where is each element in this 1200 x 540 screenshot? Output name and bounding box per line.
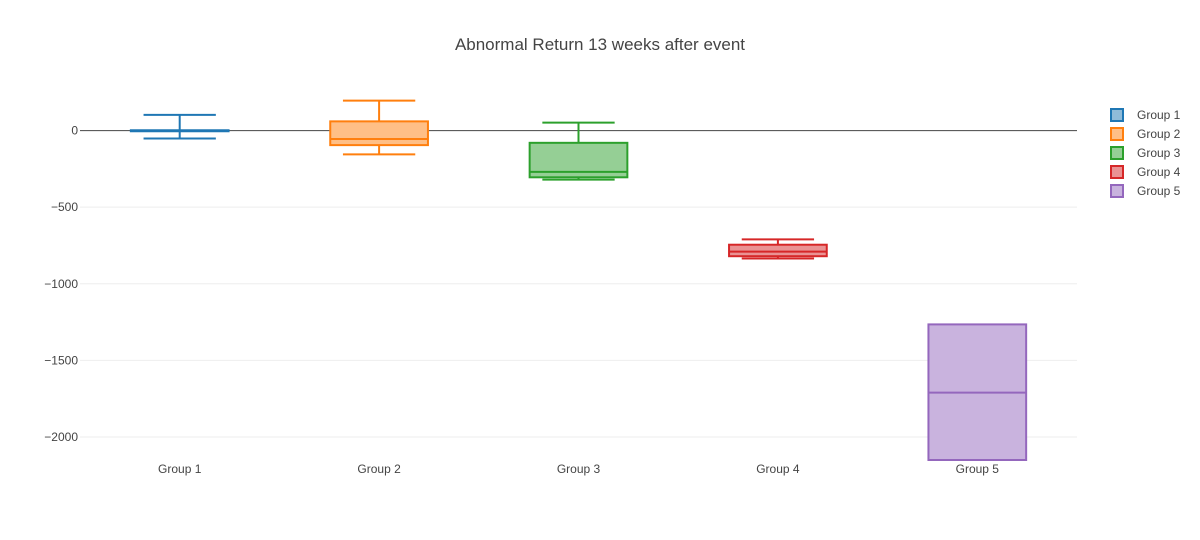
x-tick-label: Group 2 xyxy=(357,462,401,476)
box-iqr xyxy=(329,120,429,147)
legend-swatch xyxy=(1110,127,1124,141)
box-1[interactable] xyxy=(129,113,230,140)
y-tick-label: −1000 xyxy=(44,277,78,291)
legend-item-4[interactable]: Group 4 xyxy=(1110,165,1181,179)
x-tick-label: Group 5 xyxy=(956,462,1000,476)
grid-layer xyxy=(80,206,1077,438)
x-axis-ticks: Group 1 Group 2 Group 3 Group 4 Group 5 xyxy=(158,462,999,476)
legend-label: Group 2 xyxy=(1137,127,1181,141)
y-tick-label: 0 xyxy=(71,124,78,138)
box-3[interactable] xyxy=(528,121,629,181)
x-tick-label: Group 4 xyxy=(756,462,800,476)
y-tick-label: −2000 xyxy=(44,430,78,444)
legend-label: Group 3 xyxy=(1137,146,1181,160)
legend-swatch xyxy=(1110,108,1124,122)
legend[interactable]: Group 1 Group 2 Group 3 Group 4 Group 5 xyxy=(1110,108,1181,198)
y-tick-label: −500 xyxy=(51,200,78,214)
box-2[interactable] xyxy=(329,99,429,156)
y-tick-label: −1500 xyxy=(44,353,78,367)
legend-label: Group 4 xyxy=(1137,165,1181,179)
legend-label: Group 5 xyxy=(1137,184,1181,198)
legend-item-5[interactable]: Group 5 xyxy=(1110,184,1181,198)
y-axis-ticks: 0 −500 −1000 −1500 −2000 xyxy=(44,124,78,444)
legend-swatch xyxy=(1110,184,1124,198)
box-4[interactable] xyxy=(728,238,828,260)
x-tick-label: Group 1 xyxy=(158,462,202,476)
box-layer xyxy=(129,99,1028,462)
box-5[interactable] xyxy=(927,323,1028,462)
legend-swatch xyxy=(1110,165,1124,179)
legend-swatch xyxy=(1110,146,1124,160)
legend-label: Group 1 xyxy=(1137,108,1181,122)
chart-title: Abnormal Return 13 weeks after event xyxy=(455,35,745,54)
box-iqr xyxy=(728,243,828,258)
legend-item-3[interactable]: Group 3 xyxy=(1110,146,1181,160)
x-tick-label: Group 3 xyxy=(557,462,601,476)
legend-item-2[interactable]: Group 2 xyxy=(1110,127,1181,141)
legend-item-1[interactable]: Group 1 xyxy=(1110,108,1181,122)
